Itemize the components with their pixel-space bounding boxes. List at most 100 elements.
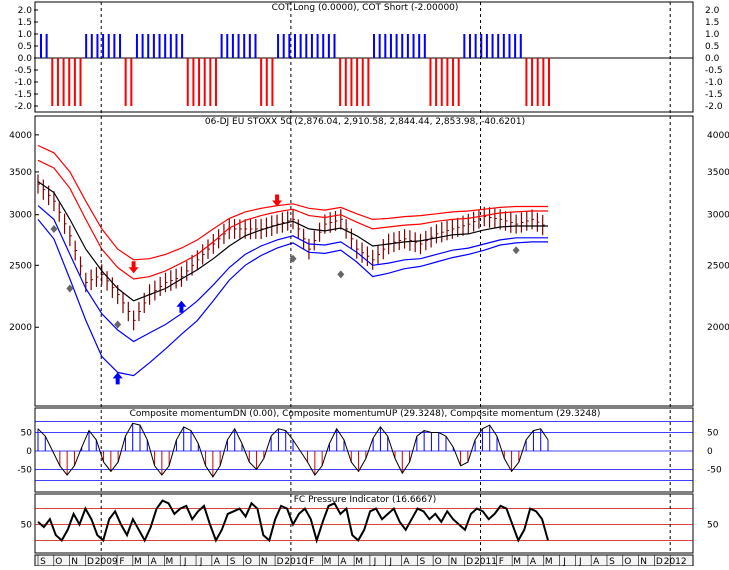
price-ytick-right-label: 3000 bbox=[707, 211, 729, 221]
cot-y-axis-left: 2.0 1.5 1.0 0.5 0.0 -0.5 -1.0 -1.5 -2.0 bbox=[14, 6, 38, 112]
price-ytick-right-label: 2500 bbox=[707, 261, 729, 271]
cot-title: COT Long (0.0000), COT Short (-2.00000) bbox=[272, 3, 459, 13]
price-line-lower-band-2 bbox=[37, 219, 548, 377]
x-tick-label: D bbox=[87, 557, 94, 566]
x-tick-label: 2009 bbox=[95, 557, 118, 566]
x-tick-label: J bbox=[578, 557, 582, 566]
x-tick-label: J bbox=[562, 557, 566, 566]
price-ytick-right-label: 3500 bbox=[707, 168, 729, 178]
cot-ytick-right-label: 0.0 bbox=[705, 54, 720, 64]
price-ytick-left-label: 2000 bbox=[9, 323, 32, 333]
x-tick-label: O bbox=[245, 557, 252, 566]
momentum-grid bbox=[35, 420, 693, 482]
cot-ytick-right-label: 1.5 bbox=[705, 18, 719, 28]
x-tick-label: N bbox=[261, 557, 268, 566]
cot-ytick-right-label: -1.5 bbox=[705, 90, 723, 100]
price-y-axis-right: 2000 2500 3000 3500 4000 bbox=[707, 131, 729, 333]
price-line-lower-band-1 bbox=[37, 205, 548, 343]
momentum-title: Composite momentumDN (0.00), Composite m… bbox=[130, 409, 601, 419]
panel-frames bbox=[34, 1, 694, 554]
diamond-marker bbox=[50, 224, 58, 233]
price-line-upper-band-2 bbox=[37, 144, 548, 261]
diamond-marker bbox=[512, 246, 520, 255]
price-ytick-right-label: 4000 bbox=[707, 131, 729, 141]
fc-ytick-left-label: 50 bbox=[21, 521, 33, 531]
panel-frame-mom bbox=[34, 407, 694, 493]
momentum-y-axis-right: 50 0 -50 bbox=[707, 429, 722, 476]
diamond-marker bbox=[66, 284, 74, 293]
cot-ytick-left-label: 2.0 bbox=[18, 6, 33, 16]
cot-ytick-right-label: -0.5 bbox=[705, 66, 723, 76]
x-tick-label: 2011 bbox=[474, 557, 497, 566]
momentum-bars bbox=[37, 422, 549, 478]
x-tick-label: M bbox=[166, 557, 174, 566]
momentum-ytick-left-label: 50 bbox=[21, 429, 33, 439]
price-ytick-right-label: 2000 bbox=[707, 323, 729, 333]
cot-ytick-right-label: -2.0 bbox=[705, 102, 723, 112]
cot-y-axis-right: 2.0 1.5 1.0 0.5 0.0 -0.5 -1.0 -1.5 -2.0 bbox=[705, 6, 723, 112]
x-tick-label: A bbox=[403, 557, 410, 566]
down-arrow-marker bbox=[272, 194, 283, 207]
cot-ytick-left-label: -1.0 bbox=[14, 78, 32, 88]
cot-ytick-left-label: -0.5 bbox=[14, 66, 32, 76]
x-tick-label: M bbox=[324, 557, 332, 566]
momentum-line bbox=[37, 422, 549, 478]
x-tick-label: N bbox=[451, 557, 458, 566]
x-tick-label: S bbox=[40, 557, 46, 566]
x-tick-label: J bbox=[199, 557, 203, 566]
cot-ytick-left-label: -2.0 bbox=[14, 102, 32, 112]
momentum-ytick-left-label: -50 bbox=[17, 466, 32, 476]
x-tick-label: M bbox=[513, 557, 521, 566]
fc-pressure-line bbox=[37, 499, 549, 544]
diamond-marker bbox=[337, 270, 345, 279]
cot-ytick-right-label: 1.0 bbox=[705, 30, 720, 40]
diamond-marker bbox=[114, 320, 122, 329]
momentum-ytick-right-label: 50 bbox=[707, 429, 719, 439]
cot-ytick-left-label: 0.0 bbox=[18, 54, 33, 64]
x-tick-label: F bbox=[499, 557, 504, 566]
panel-frame-fc bbox=[34, 493, 694, 554]
momentum-y-axis-left: 50 0 -50 bbox=[17, 429, 32, 476]
price-y-axis-left: 2000 2500 3000 3500 4000 bbox=[9, 131, 39, 333]
x-tick-label: A bbox=[340, 557, 347, 566]
cot-ytick-left-label: -1.5 bbox=[14, 90, 32, 100]
x-tick-label: D bbox=[466, 557, 473, 566]
momentum-ytick-right-label: -50 bbox=[707, 466, 722, 476]
x-tick-label: A bbox=[530, 557, 537, 566]
cot-ytick-left-label: 1.0 bbox=[18, 30, 33, 40]
momentum-ytick-left-label: 0 bbox=[26, 447, 32, 457]
x-axis: S O N D 2009 F M A M J J A S O N D 2010 F M A M J J A S O N D 2011 F M… bbox=[34, 554, 694, 567]
x-tick-label: N bbox=[71, 557, 78, 566]
cot-ytick-left-label: 1.5 bbox=[18, 18, 32, 28]
price-title: 06-DJ EU STOXX 50 (2,876.04, 2,910.58, 2… bbox=[205, 117, 525, 127]
cot-ytick-right-label: 0.5 bbox=[705, 42, 719, 52]
panel-frame-price bbox=[34, 115, 694, 407]
x-tick-label: M bbox=[545, 557, 553, 566]
price-line-moving-average bbox=[37, 181, 548, 302]
x-tick-label: S bbox=[609, 557, 615, 566]
x-tick-label: 2010 bbox=[284, 557, 307, 566]
x-tick-label: J bbox=[183, 557, 187, 566]
panel-frame-cot bbox=[34, 1, 694, 113]
x-tick-label: S bbox=[419, 557, 425, 566]
up-arrow-marker bbox=[176, 300, 187, 313]
price-markers bbox=[50, 194, 520, 385]
x-tick-label: A bbox=[593, 557, 600, 566]
fc-y-axis-right: 50 bbox=[707, 521, 719, 531]
down-arrow-marker bbox=[128, 261, 139, 274]
x-tick-label: J bbox=[373, 557, 377, 566]
x-tick-label: A bbox=[151, 557, 158, 566]
x-tick-label: M bbox=[134, 557, 142, 566]
cot-ytick-left-label: 0.5 bbox=[18, 42, 32, 52]
price-lines bbox=[37, 144, 548, 377]
cot-ytick-right-label: -1.0 bbox=[705, 78, 723, 88]
x-tick-label: O bbox=[435, 557, 442, 566]
fc-line bbox=[37, 499, 549, 544]
x-tick-label: 2012 bbox=[664, 557, 687, 566]
fc-title: FC Pressure Indicator (16.6667) bbox=[294, 495, 436, 505]
price-ytick-left-label: 4000 bbox=[9, 131, 32, 141]
price-ytick-left-label: 2500 bbox=[9, 261, 32, 271]
x-tick-label: D bbox=[656, 557, 663, 566]
